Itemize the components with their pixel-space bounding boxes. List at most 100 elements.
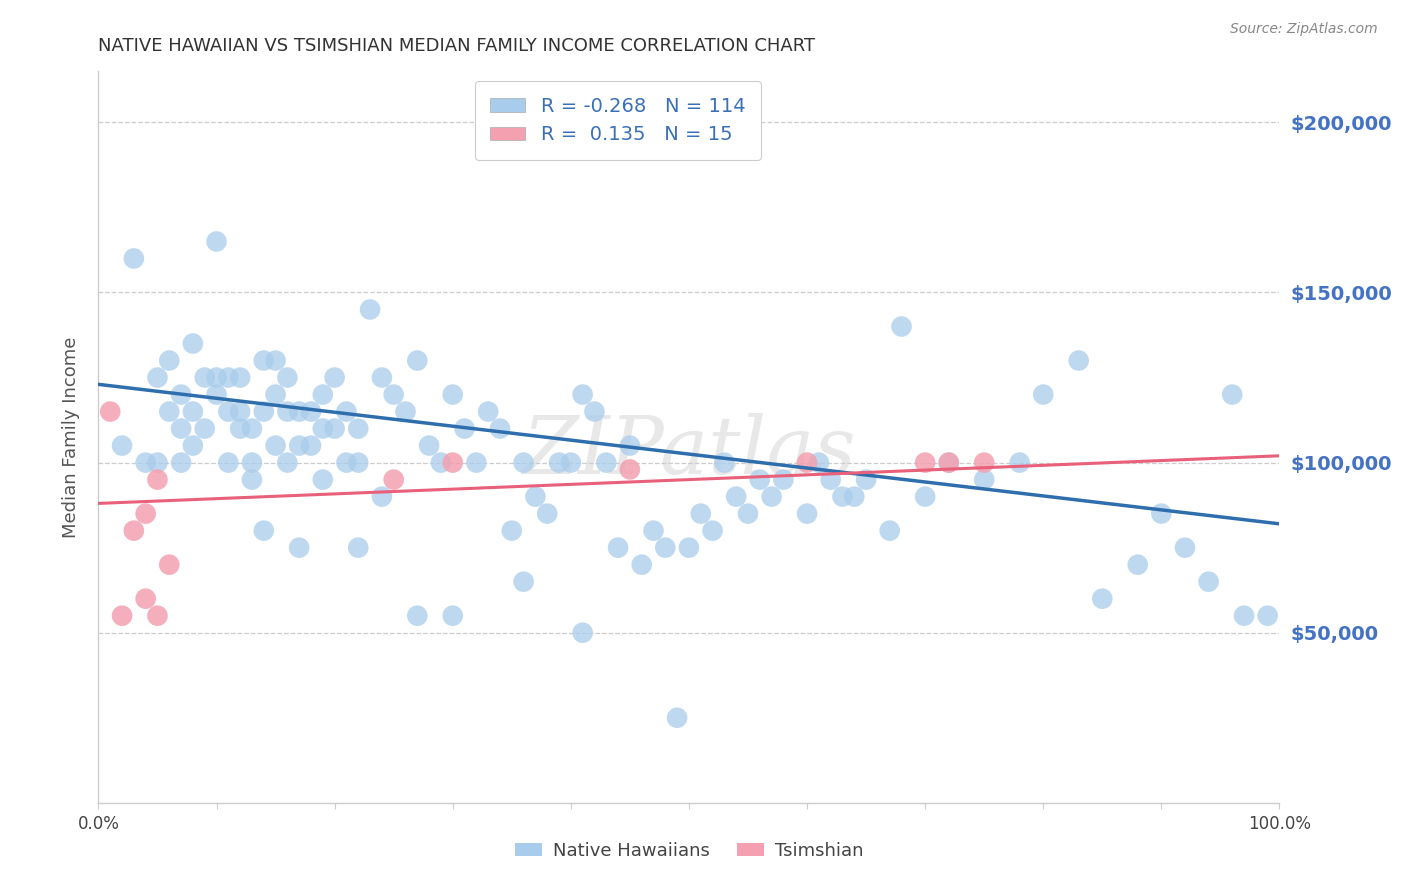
Point xyxy=(713,456,735,470)
Point xyxy=(583,404,606,418)
Point xyxy=(630,558,652,572)
Point xyxy=(394,404,416,418)
Point xyxy=(748,473,770,487)
Point xyxy=(194,421,217,435)
Point xyxy=(619,439,641,453)
Point xyxy=(796,456,818,470)
Point xyxy=(253,404,276,418)
Point xyxy=(619,462,641,476)
Point xyxy=(1032,387,1054,401)
Point xyxy=(312,473,335,487)
Point xyxy=(146,370,169,384)
Point xyxy=(1091,591,1114,606)
Point xyxy=(737,507,759,521)
Point xyxy=(288,439,311,453)
Point xyxy=(571,625,593,640)
Point xyxy=(441,456,464,470)
Point xyxy=(560,456,582,470)
Point xyxy=(441,387,464,401)
Point xyxy=(205,370,228,384)
Point xyxy=(312,387,335,401)
Point xyxy=(1220,387,1243,401)
Point xyxy=(643,524,665,538)
Point xyxy=(146,456,169,470)
Point xyxy=(205,387,228,401)
Text: ZIPatlas: ZIPatlas xyxy=(522,413,856,491)
Point xyxy=(1198,574,1220,589)
Point xyxy=(288,541,311,555)
Point xyxy=(489,421,512,435)
Point xyxy=(512,574,534,589)
Point xyxy=(157,404,180,418)
Point xyxy=(772,473,794,487)
Point xyxy=(122,524,145,538)
Point xyxy=(382,473,405,487)
Point xyxy=(229,370,252,384)
Point xyxy=(689,507,711,521)
Point xyxy=(217,456,239,470)
Point xyxy=(135,591,157,606)
Point xyxy=(1126,558,1149,572)
Point xyxy=(1150,507,1173,521)
Point xyxy=(276,456,298,470)
Point xyxy=(135,507,157,521)
Point xyxy=(666,711,689,725)
Point xyxy=(1067,353,1090,368)
Point xyxy=(323,370,346,384)
Point xyxy=(253,524,276,538)
Point xyxy=(229,421,252,435)
Point xyxy=(135,456,157,470)
Point xyxy=(264,387,287,401)
Point xyxy=(157,353,180,368)
Point xyxy=(831,490,853,504)
Point xyxy=(122,252,145,266)
Point xyxy=(240,421,263,435)
Y-axis label: Median Family Income: Median Family Income xyxy=(62,336,80,538)
Point xyxy=(914,490,936,504)
Point xyxy=(844,490,866,504)
Point xyxy=(406,353,429,368)
Point xyxy=(181,404,204,418)
Point xyxy=(276,370,298,384)
Point xyxy=(453,421,475,435)
Point xyxy=(938,456,960,470)
Point xyxy=(382,387,405,401)
Point xyxy=(111,439,134,453)
Point xyxy=(1008,456,1031,470)
Point xyxy=(761,490,783,504)
Point xyxy=(820,473,842,487)
Point xyxy=(240,473,263,487)
Point xyxy=(217,404,239,418)
Point xyxy=(217,370,239,384)
Point xyxy=(1233,608,1256,623)
Point xyxy=(702,524,724,538)
Point xyxy=(973,456,995,470)
Point xyxy=(855,473,877,487)
Text: NATIVE HAWAIIAN VS TSIMSHIAN MEDIAN FAMILY INCOME CORRELATION CHART: NATIVE HAWAIIAN VS TSIMSHIAN MEDIAN FAMI… xyxy=(98,37,815,54)
Point xyxy=(548,456,571,470)
Point xyxy=(111,608,134,623)
Point xyxy=(441,608,464,623)
Point xyxy=(807,456,830,470)
Point xyxy=(98,404,121,418)
Point xyxy=(264,439,287,453)
Point xyxy=(465,456,488,470)
Point xyxy=(678,541,700,555)
Point xyxy=(146,608,169,623)
Point xyxy=(512,456,534,470)
Point xyxy=(524,490,547,504)
Point xyxy=(879,524,901,538)
Point xyxy=(890,319,912,334)
Point xyxy=(181,336,204,351)
Point xyxy=(1174,541,1197,555)
Point xyxy=(973,473,995,487)
Point xyxy=(914,456,936,470)
Point xyxy=(607,541,630,555)
Point xyxy=(253,353,276,368)
Point xyxy=(501,524,523,538)
Point xyxy=(536,507,558,521)
Point xyxy=(654,541,676,555)
Point xyxy=(359,302,381,317)
Point xyxy=(323,421,346,435)
Point xyxy=(430,456,453,470)
